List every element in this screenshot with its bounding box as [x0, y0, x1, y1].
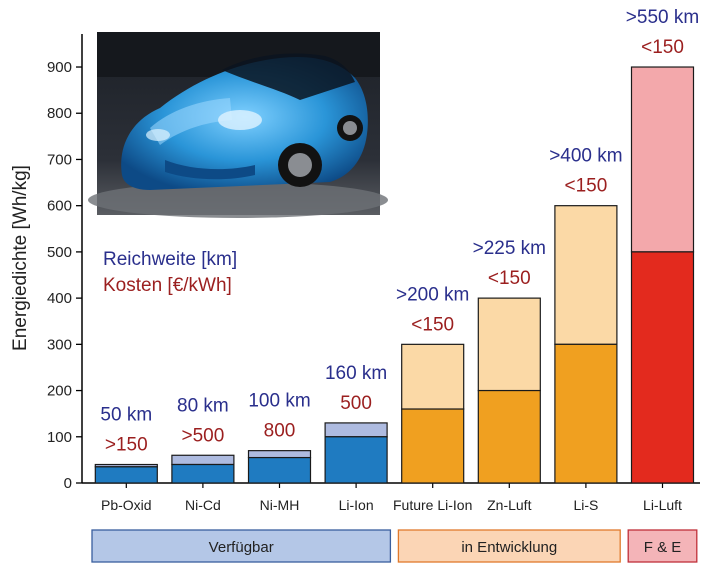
x-tick-label: Ni-MH [260, 497, 300, 513]
bar-upper-segment [401, 343, 465, 410]
cost-label: <150 [565, 176, 608, 197]
cost-label: <150 [641, 37, 684, 58]
group-box [91, 529, 392, 563]
bar-lower-segment [401, 408, 465, 484]
y-axis-title: Energiedichte [Wh/kg] [10, 165, 31, 351]
group-box [627, 529, 698, 563]
x-tick-label: Li-S [573, 497, 598, 513]
range-label: 80 km [177, 395, 229, 416]
range-label: 100 km [248, 391, 310, 412]
bar-lower-segment [94, 466, 158, 484]
y-tick-label: 900 [47, 59, 72, 76]
y-tick-label: 400 [47, 290, 72, 307]
electric-car-photo [88, 32, 388, 218]
range-label: >400 km [549, 146, 622, 167]
bar-lower-segment [247, 456, 312, 484]
bar-lower-segment [630, 251, 695, 484]
x-tick-label: Ni-Cd [185, 497, 221, 513]
x-tick-label: Zn-Luft [487, 497, 531, 513]
group-box [397, 529, 621, 563]
bar-lower-segment [324, 436, 388, 484]
y-tick-label: 500 [47, 244, 72, 261]
cost-label: <150 [488, 268, 531, 289]
bar-upper-segment [247, 450, 312, 459]
group-label: Verfügbar [209, 539, 274, 556]
y-tick-label: 300 [47, 336, 72, 353]
legend-cost-label: Kosten [€/kWh] [103, 275, 232, 296]
cost-label: <150 [411, 314, 454, 335]
cost-label: >150 [105, 435, 148, 456]
bar-lower-segment [171, 463, 235, 484]
range-label: >550 km [626, 7, 699, 28]
bar-lower-segment [477, 389, 541, 484]
bar-upper-segment [554, 205, 618, 345]
group-label: in Entwicklung [461, 539, 557, 556]
bar-upper-segment [324, 422, 388, 438]
x-tick-label: Pb-Oxid [101, 497, 152, 513]
y-tick-label: 200 [47, 383, 72, 400]
x-tick-label: Li-Luft [643, 497, 682, 513]
y-tick-label: 600 [47, 198, 72, 215]
y-tick-label: 800 [47, 105, 72, 122]
range-label: >200 km [396, 284, 469, 305]
legend-range-label: Reichweite [km] [103, 249, 237, 270]
y-tick-label: 700 [47, 151, 72, 168]
range-label: 50 km [100, 405, 152, 426]
x-tick-label: Future Li-Ion [393, 497, 472, 513]
cost-label: 500 [340, 393, 372, 414]
bar-upper-segment [171, 454, 235, 466]
y-tick-label: 100 [47, 429, 72, 446]
cost-label: >500 [182, 425, 225, 446]
x-tick-label: Li-Ion [339, 497, 374, 513]
range-label: 160 km [325, 363, 387, 384]
group-label: F & E [644, 539, 682, 556]
range-label: >225 km [473, 238, 546, 259]
cost-label: 800 [264, 421, 296, 442]
y-tick-label: 0 [64, 475, 72, 492]
bar-upper-segment [477, 297, 541, 392]
bar-lower-segment [554, 343, 618, 484]
bar-upper-segment [630, 66, 695, 253]
